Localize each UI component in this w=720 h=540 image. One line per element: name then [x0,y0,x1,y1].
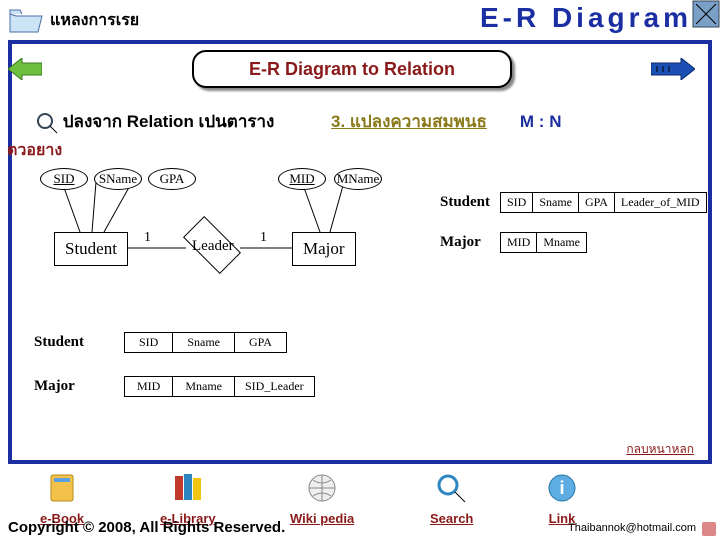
foot-link[interactable]: i Link [545,472,579,526]
tbl-right-student-lbl: Student [440,194,490,211]
email: Thaibannok@hotmail.com [568,522,696,534]
step3-label: 3. แปลงความสมพนธ [331,112,487,131]
svg-text:i: i [559,478,564,498]
source-label: แหลงการเรย [50,8,139,33]
entity-student: Student [54,232,128,266]
tbl-bot-major: MIDMnameSID_Leader [124,376,315,397]
foot-elibrary[interactable]: e-Library [160,472,216,526]
tbl-right-student: SIDSnameGPALeader_of_MID [500,192,707,213]
main-box: E-R Diagram to Relation ปลงจาก Relation … [8,40,712,464]
er-diagram: SID SName GPA MID MName Student Major Le… [34,160,504,310]
header: แหลงการเรย E-R Diagram [0,0,720,40]
attr-mid: MID [278,168,326,190]
page-title: E-R Diagram [480,2,692,34]
back-link[interactable]: กลบหนาหลก [626,440,694,459]
folder-icon [8,6,44,34]
corner-icon [702,522,716,536]
line1-text: ปลงจาก Relation เปนตาราง [63,112,275,131]
attr-gpa: GPA [148,168,196,190]
attr-mname: MName [334,168,382,190]
tbl-bot-major-lbl: Major [34,378,75,395]
tbl-right-major-lbl: Major [440,234,481,251]
books-icon [171,472,205,504]
mn-label: M : N [520,112,562,131]
arrow-green-icon [8,58,42,80]
tbl-bot-student-lbl: Student [34,334,84,351]
info-icon: i [545,472,579,504]
globe-icon [305,472,339,504]
foot-search[interactable]: Search [430,472,473,526]
foot-wikipedia[interactable]: Wiki pedia [290,472,354,526]
copyright: Copyright © 2008, All Rights Reserved. [8,519,285,536]
subtitle: E-R Diagram to Relation [249,59,455,80]
instruction-line: ปลงจาก Relation เปนตาราง 3. แปลงความสมพน… [36,108,561,135]
book-icon [45,472,79,504]
attr-sname: SName [94,168,142,190]
card-left: 1 [144,230,151,246]
attr-sid: SID [40,168,88,190]
card-right: 1 [260,230,267,246]
foot-ebook[interactable]: e-Book [40,472,84,526]
footer: e-Book e-Library Wiki pedia Search i Lin… [0,470,720,540]
search-icon [435,472,469,504]
subtitle-box: E-R Diagram to Relation [192,50,512,88]
close-icon[interactable] [692,0,720,28]
entity-major: Major [292,232,356,266]
magnifier-icon [36,112,58,134]
relationship-label: Leader [192,238,234,255]
arrow-blue-icon [651,58,695,80]
tbl-right-major: MIDMname [500,232,587,253]
tbl-bot-student: SIDSnameGPA [124,332,287,353]
